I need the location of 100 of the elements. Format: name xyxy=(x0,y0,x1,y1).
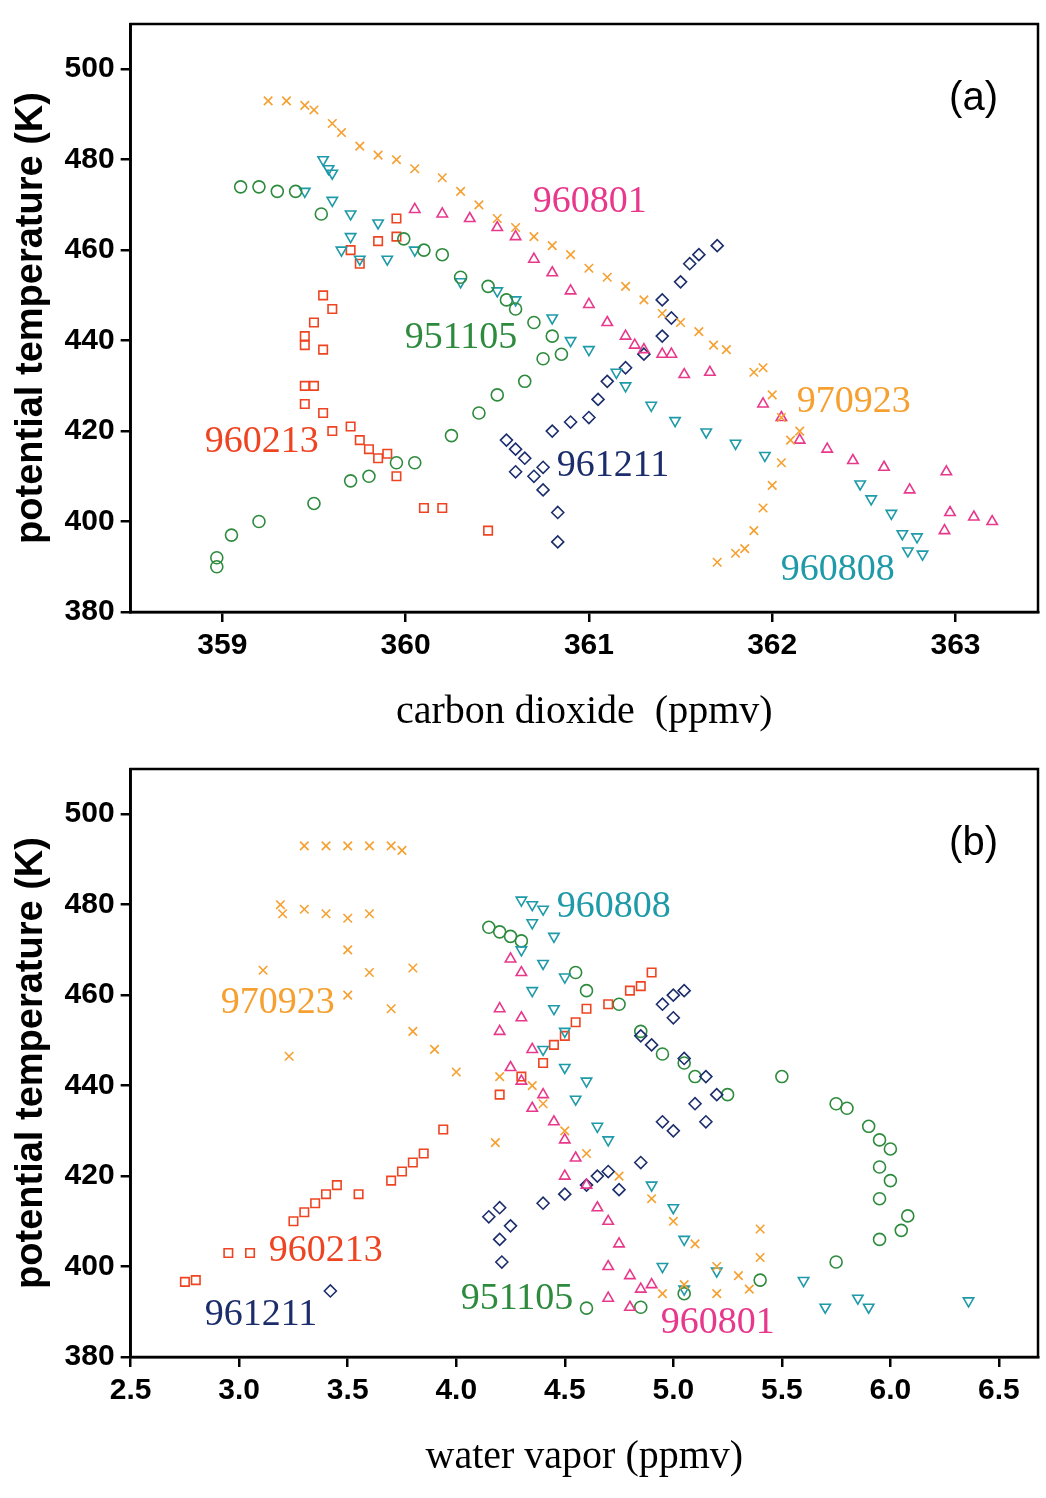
point xyxy=(510,222,521,233)
point xyxy=(494,1089,505,1100)
point xyxy=(744,1284,755,1295)
point xyxy=(623,1300,636,1312)
point xyxy=(320,1189,332,1200)
series-label: 960213 xyxy=(204,417,319,460)
point xyxy=(666,1010,681,1025)
point xyxy=(331,1180,342,1191)
point xyxy=(307,496,321,511)
point xyxy=(547,1115,560,1126)
point xyxy=(721,344,732,355)
point xyxy=(633,1155,648,1170)
point xyxy=(758,502,769,514)
point xyxy=(657,308,668,319)
point xyxy=(494,1071,505,1082)
point xyxy=(602,1136,615,1147)
point xyxy=(537,1045,550,1057)
point xyxy=(558,1169,571,1180)
point xyxy=(190,1275,201,1286)
point xyxy=(363,444,374,455)
point xyxy=(299,331,310,342)
x-tick-label: 5.5 xyxy=(761,1372,803,1406)
point xyxy=(514,934,529,948)
point xyxy=(308,104,319,115)
point xyxy=(499,433,514,447)
point xyxy=(455,186,466,197)
point xyxy=(758,362,769,373)
point xyxy=(883,1142,898,1156)
point xyxy=(437,172,448,183)
point xyxy=(299,840,310,851)
point xyxy=(308,317,319,328)
point xyxy=(708,340,719,351)
point xyxy=(491,220,504,232)
point xyxy=(678,367,691,379)
point xyxy=(362,469,376,484)
point xyxy=(550,535,565,549)
point xyxy=(633,1024,648,1039)
point xyxy=(582,410,596,425)
point xyxy=(656,1262,669,1274)
point xyxy=(342,944,353,955)
y-tick-label: 400 xyxy=(64,502,115,536)
point xyxy=(391,231,402,242)
point xyxy=(675,317,686,328)
point xyxy=(665,347,678,358)
point xyxy=(829,1096,843,1111)
y-tick-label: 480 xyxy=(64,140,115,174)
point xyxy=(281,95,292,106)
point xyxy=(493,1001,506,1013)
point xyxy=(646,1193,657,1204)
point xyxy=(386,1175,397,1186)
point xyxy=(343,474,358,488)
annotation: (a) xyxy=(949,74,998,119)
point xyxy=(481,279,495,294)
point xyxy=(327,118,338,129)
point xyxy=(342,840,353,851)
point xyxy=(323,1284,338,1298)
series-label: 961211 xyxy=(204,1290,318,1333)
point xyxy=(354,435,365,446)
point xyxy=(407,1026,418,1037)
x-tick-label: 4.0 xyxy=(435,1372,478,1406)
point xyxy=(677,1286,691,1301)
point xyxy=(581,1148,592,1159)
point xyxy=(748,367,759,378)
point xyxy=(326,196,339,208)
point xyxy=(635,981,646,992)
point xyxy=(916,550,929,561)
point xyxy=(345,421,356,432)
point xyxy=(515,946,528,957)
point xyxy=(620,281,631,292)
point xyxy=(755,1223,766,1235)
point xyxy=(233,180,248,194)
point xyxy=(619,382,632,393)
point xyxy=(526,986,539,998)
point xyxy=(712,557,723,568)
x-tick-label: 3.5 xyxy=(326,1372,369,1406)
point xyxy=(353,1189,364,1200)
point xyxy=(986,514,999,526)
point xyxy=(655,1047,670,1061)
y-tick-label: 380 xyxy=(64,1338,115,1372)
point xyxy=(482,1209,496,1224)
point xyxy=(590,1169,605,1183)
point xyxy=(692,247,706,262)
point xyxy=(526,1042,539,1054)
point xyxy=(318,407,329,419)
point xyxy=(579,983,594,998)
point xyxy=(318,290,329,301)
point xyxy=(851,1294,864,1305)
point xyxy=(682,256,697,271)
point xyxy=(473,199,484,210)
point xyxy=(677,983,691,998)
point xyxy=(548,1039,559,1050)
point xyxy=(591,1122,604,1134)
x-tick-label: 361 xyxy=(563,627,614,661)
point xyxy=(677,1056,691,1070)
point xyxy=(666,1124,681,1138)
point xyxy=(538,1098,549,1109)
point xyxy=(720,1087,735,1102)
series-label: 960213 xyxy=(268,1226,383,1269)
point xyxy=(252,514,266,529)
x-tick-label: 6.5 xyxy=(978,1372,1020,1406)
